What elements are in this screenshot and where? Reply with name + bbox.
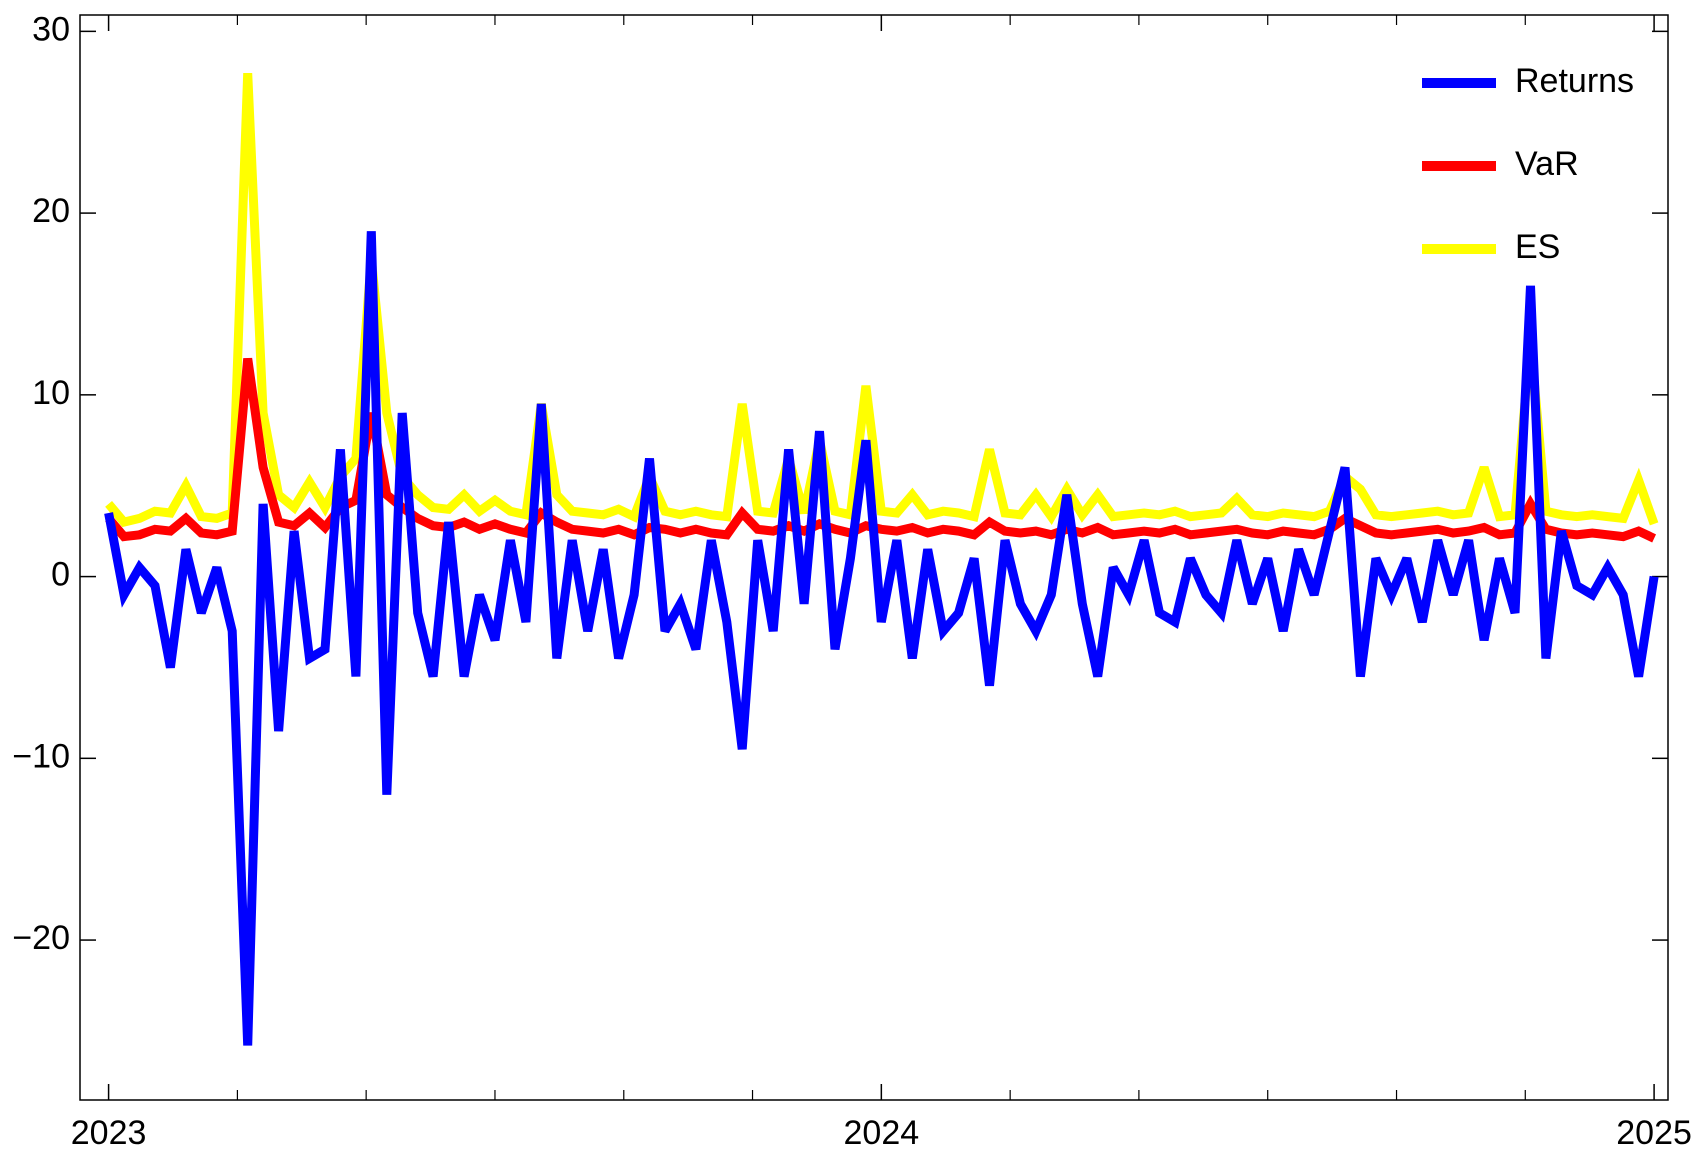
y-tick-label: 20 [32, 192, 70, 230]
legend-label: VaR [1515, 145, 1579, 183]
y-tick-label: −20 [12, 919, 70, 957]
y-tick-label: 30 [32, 10, 70, 48]
y-tick-label: −10 [12, 737, 70, 775]
x-tick-label: 2024 [844, 1114, 920, 1152]
y-tick-label: 10 [32, 374, 70, 412]
series-line [104, 231, 1659, 1046]
y-tick-label: 0 [51, 556, 70, 594]
x-tick-label: 2023 [71, 1114, 147, 1152]
legend-label: Returns [1515, 62, 1634, 100]
legend-label: ES [1515, 228, 1560, 266]
plot-frame [79, 14, 1669, 1101]
x-tick-label: 2025 [1616, 1114, 1692, 1152]
